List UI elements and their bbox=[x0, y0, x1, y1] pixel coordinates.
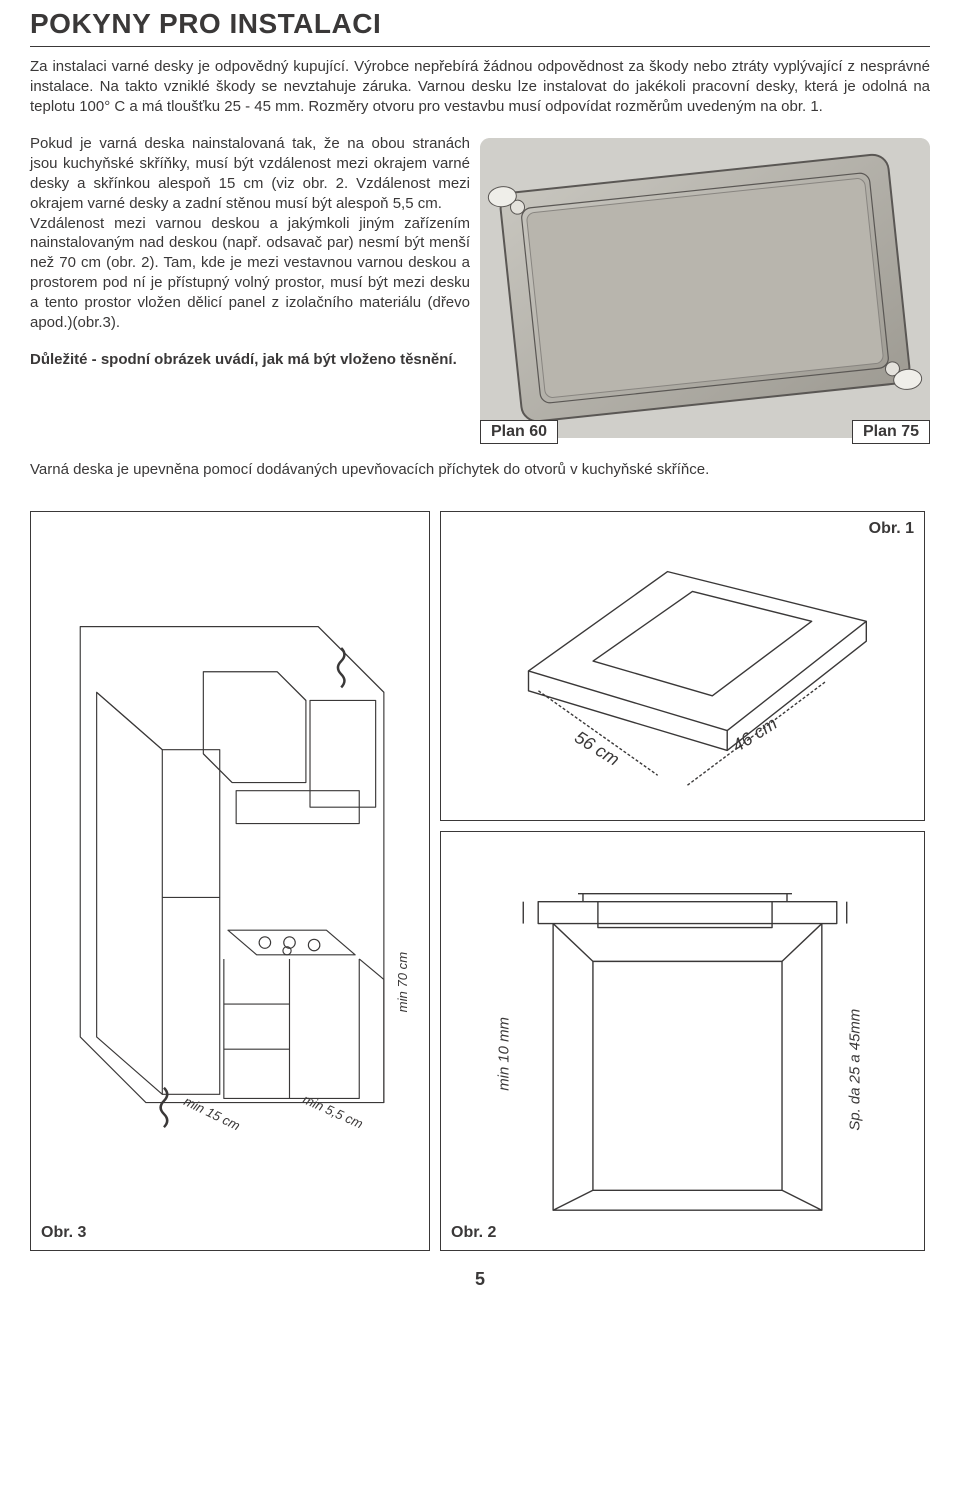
plan-75-label: Plan 75 bbox=[852, 420, 930, 444]
svg-text:min 70 cm: min 70 cm bbox=[395, 951, 410, 1012]
figure-3-label: Obr. 3 bbox=[41, 1224, 86, 1242]
figure-3-box: min 15 cm min 5,5 cm min 70 cm Obr. 3 bbox=[30, 511, 430, 1251]
svg-text:Sp. da 25 a 45mm: Sp. da 25 a 45mm bbox=[847, 1008, 864, 1130]
svg-text:46 cm: 46 cm bbox=[729, 713, 781, 756]
page-title: POKYNY PRO INSTALACI bbox=[30, 8, 930, 40]
figure-1-label: Obr. 1 bbox=[869, 520, 914, 538]
plan-labels-row: Plan 60 Plan 75 bbox=[480, 420, 930, 444]
paragraph-1: Za instalaci varné desky je odpovědný ku… bbox=[30, 57, 930, 116]
title-divider bbox=[30, 46, 930, 47]
figure-1-box: 56 cm 46 cm Obr. 1 bbox=[440, 511, 925, 821]
svg-text:min 15 cm: min 15 cm bbox=[181, 1093, 242, 1133]
svg-text:min 5,5 cm: min 5,5 cm bbox=[301, 1091, 366, 1131]
svg-text:min 10 mm: min 10 mm bbox=[495, 1017, 512, 1091]
plan-60-label: Plan 60 bbox=[480, 420, 558, 444]
page-number: 5 bbox=[30, 1269, 930, 1290]
svg-text:56 cm: 56 cm bbox=[571, 727, 623, 770]
paragraph-fixing: Varná deska je upevněna pomocí dodávanýc… bbox=[30, 460, 930, 480]
hob-gasket-image bbox=[480, 138, 930, 438]
figure-2-label: Obr. 2 bbox=[451, 1224, 496, 1242]
figure-2-box: min 10 mm Sp. da 25 a 45mm Obr. 2 bbox=[440, 831, 925, 1251]
